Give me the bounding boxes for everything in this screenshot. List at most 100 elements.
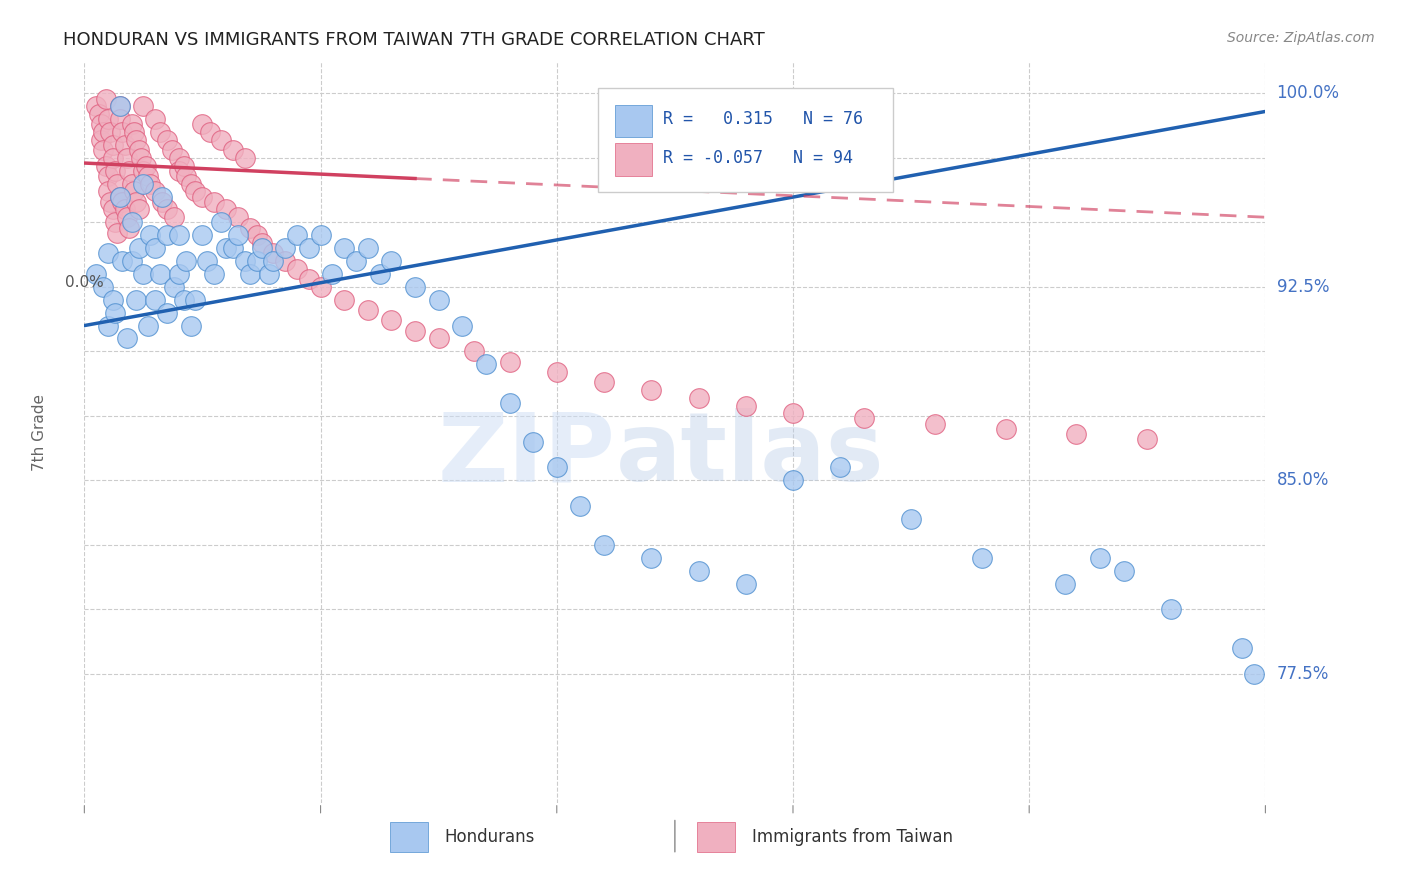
Text: 85.0%: 85.0% xyxy=(1277,471,1329,490)
Point xyxy=(98,194,121,209)
Point xyxy=(688,391,710,405)
Point xyxy=(333,241,356,255)
FancyBboxPatch shape xyxy=(614,143,652,176)
Point xyxy=(143,293,166,307)
Point xyxy=(118,163,141,178)
Point xyxy=(115,151,138,165)
Point xyxy=(121,254,143,268)
Point xyxy=(132,267,155,281)
Point xyxy=(143,112,166,127)
Point xyxy=(239,267,262,281)
Point xyxy=(262,246,284,260)
Point xyxy=(427,331,450,345)
Text: R = -0.057   N = 94: R = -0.057 N = 94 xyxy=(664,149,853,167)
Point xyxy=(924,417,946,431)
Point xyxy=(239,220,262,235)
Point xyxy=(1053,576,1076,591)
Point xyxy=(121,117,143,131)
Point xyxy=(101,138,124,153)
Point xyxy=(136,169,159,183)
FancyBboxPatch shape xyxy=(614,104,652,137)
Point xyxy=(209,133,232,147)
Point xyxy=(160,143,183,157)
Point xyxy=(150,189,173,203)
Point xyxy=(125,133,148,147)
Point xyxy=(125,194,148,209)
Point xyxy=(274,241,297,255)
Point xyxy=(108,99,131,113)
Point xyxy=(97,318,120,333)
Point xyxy=(498,396,520,410)
Point xyxy=(114,138,136,153)
Point xyxy=(118,220,141,235)
Point xyxy=(195,254,218,268)
Text: Hondurans: Hondurans xyxy=(444,828,534,846)
Point xyxy=(97,246,120,260)
Text: 100.0%: 100.0% xyxy=(1277,85,1340,103)
Point xyxy=(101,293,124,307)
Point xyxy=(167,163,190,178)
Point xyxy=(97,185,120,199)
Point xyxy=(298,272,321,286)
Text: ZIP: ZIP xyxy=(437,409,616,501)
Point xyxy=(156,133,179,147)
Point xyxy=(135,159,157,173)
Point xyxy=(94,91,117,105)
Point xyxy=(128,202,150,217)
Point xyxy=(90,133,112,147)
Point xyxy=(121,215,143,229)
Point xyxy=(132,99,155,113)
Point xyxy=(357,241,380,255)
Point xyxy=(91,143,114,157)
Point xyxy=(688,564,710,578)
Text: R =   0.315   N = 76: R = 0.315 N = 76 xyxy=(664,111,863,128)
Point xyxy=(104,306,127,320)
Point xyxy=(139,228,162,243)
Point xyxy=(830,460,852,475)
Point xyxy=(115,211,138,225)
Point xyxy=(202,194,225,209)
Point xyxy=(139,177,162,191)
Point xyxy=(734,399,756,413)
Point xyxy=(900,512,922,526)
Text: Source: ZipAtlas.com: Source: ZipAtlas.com xyxy=(1227,31,1375,45)
Point xyxy=(222,143,245,157)
Text: 0.0%: 0.0% xyxy=(65,275,104,290)
Point xyxy=(427,293,450,307)
Point xyxy=(108,99,131,113)
Point xyxy=(1088,550,1111,565)
Point xyxy=(136,318,159,333)
Point xyxy=(143,185,166,199)
Point xyxy=(174,254,197,268)
Point xyxy=(380,254,402,268)
Point xyxy=(734,576,756,591)
Point xyxy=(125,293,148,307)
Point xyxy=(546,365,568,379)
Point xyxy=(167,228,190,243)
Point xyxy=(285,228,308,243)
Point xyxy=(1160,602,1182,616)
Point xyxy=(498,354,520,368)
Point xyxy=(246,254,269,268)
Point xyxy=(1112,564,1135,578)
Point xyxy=(91,125,114,139)
Point xyxy=(180,318,202,333)
Point xyxy=(115,331,138,345)
Point xyxy=(1136,432,1159,446)
Point xyxy=(191,228,214,243)
Point xyxy=(202,267,225,281)
Point xyxy=(94,159,117,173)
Point xyxy=(1066,426,1088,441)
Point xyxy=(122,185,145,199)
Point xyxy=(970,550,993,565)
Point xyxy=(97,112,120,127)
Point xyxy=(852,411,875,425)
Point xyxy=(250,235,273,250)
Point xyxy=(143,241,166,255)
Point xyxy=(404,324,426,338)
Point xyxy=(233,254,256,268)
Point xyxy=(111,194,134,209)
Point xyxy=(215,241,238,255)
FancyBboxPatch shape xyxy=(697,822,735,852)
Text: 77.5%: 77.5% xyxy=(1277,665,1329,682)
